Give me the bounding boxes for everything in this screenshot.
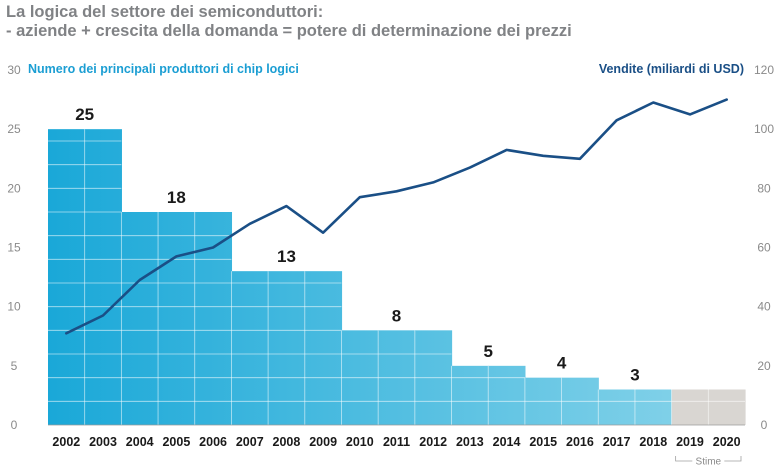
bar-estimate-2020 <box>708 389 746 425</box>
bar-group-label: 4 <box>557 354 567 373</box>
x-axis-tick-label: 2008 <box>273 435 301 449</box>
x-axis-tick-label: 2009 <box>309 435 337 449</box>
chart-title: La logica del settore dei semiconduttori… <box>6 3 572 41</box>
x-axis-tick-label: 2018 <box>639 435 667 449</box>
axes: 0 5 10 15 20 25 30 0 20 40 60 80 100 120 Numero dei pr… <box>7 62 774 468</box>
right-axis-tick-label: 0 <box>761 418 768 432</box>
left-axis-tick-label: 30 <box>7 63 21 77</box>
x-axis-tick-label: 2019 <box>676 435 704 449</box>
right-axis-tick-label: 60 <box>757 241 771 255</box>
x-axis-tick-label: 2020 <box>713 435 741 449</box>
bar-group-label: 25 <box>75 105 94 124</box>
x-axis-tick-label: 2017 <box>603 435 631 449</box>
estimate-label: Stime <box>696 457 722 468</box>
x-axis-tick-label: 2012 <box>419 435 447 449</box>
right-axis-tick-label: 120 <box>754 63 774 77</box>
x-axis-tick-label: 2016 <box>566 435 594 449</box>
left-axis-tick-label: 15 <box>7 241 21 255</box>
bar-cell-grid <box>48 129 745 425</box>
x-axis-tick-label: 2002 <box>52 435 80 449</box>
left-axis-tick-label: 0 <box>11 418 18 432</box>
bar-2017 <box>598 389 636 425</box>
bar-2005 <box>158 212 196 425</box>
bar-group-label: 18 <box>167 188 186 207</box>
x-axis-tick-label: 2011 <box>383 435 410 449</box>
bar-series <box>48 129 746 425</box>
bar-2018 <box>634 389 673 425</box>
right-axis-tick-label: 80 <box>757 181 771 195</box>
estimate-label-bg <box>692 455 725 466</box>
left-axis-tick-label: 5 <box>11 359 18 373</box>
chart-title-line-2: - aziende + crescita della domanda = pot… <box>6 22 572 40</box>
bar-group-label: 8 <box>392 306 401 325</box>
bar-2008 <box>268 271 306 425</box>
x-axis-tick-label: 2004 <box>126 435 154 449</box>
x-axis-tick-label: 2006 <box>199 435 227 449</box>
left-axis-tick-label: 10 <box>7 300 21 314</box>
x-axis-tick-label: 2005 <box>162 435 190 449</box>
bar-2009 <box>304 271 343 425</box>
chart-title-line-1: La logica del settore dei semiconduttori… <box>6 3 324 21</box>
bar-2013 <box>451 365 489 425</box>
bar-2004 <box>121 212 159 425</box>
x-axis-tick-label: 2007 <box>236 435 264 449</box>
bar-2002 <box>48 129 86 425</box>
bar-estimate-2019 <box>671 389 709 425</box>
x-axis-tick-label: 2010 <box>346 435 374 449</box>
right-axis-label: Vendite (miliardi di USD) <box>599 62 744 76</box>
bar-2007 <box>231 271 269 425</box>
bar-group-label: 3 <box>630 366 639 385</box>
x-axis-tick-label: 2003 <box>89 435 117 449</box>
bar-group-label: 5 <box>483 342 492 361</box>
right-axis-tick-label: 100 <box>754 122 774 136</box>
bar-value-labels: 25 18 13 8 5 4 3 <box>75 105 639 384</box>
left-axis-label: Numero dei principali produttori di chip… <box>28 62 299 76</box>
x-axis-tick-label: 2013 <box>456 435 484 449</box>
bar-2006 <box>194 212 233 425</box>
x-axis-tick-label: 2014 <box>493 435 521 449</box>
right-axis-tick-label: 40 <box>757 300 771 314</box>
line-series <box>65 98 729 335</box>
left-axis-tick-label: 20 <box>7 181 21 195</box>
bar-2003 <box>84 129 122 425</box>
bar-2014 <box>488 365 526 425</box>
x-axis-tick-label: 2015 <box>529 435 557 449</box>
bar-group-label: 13 <box>277 247 296 266</box>
left-axis-tick-label: 25 <box>7 122 21 136</box>
right-axis-tick-label: 20 <box>757 359 771 373</box>
